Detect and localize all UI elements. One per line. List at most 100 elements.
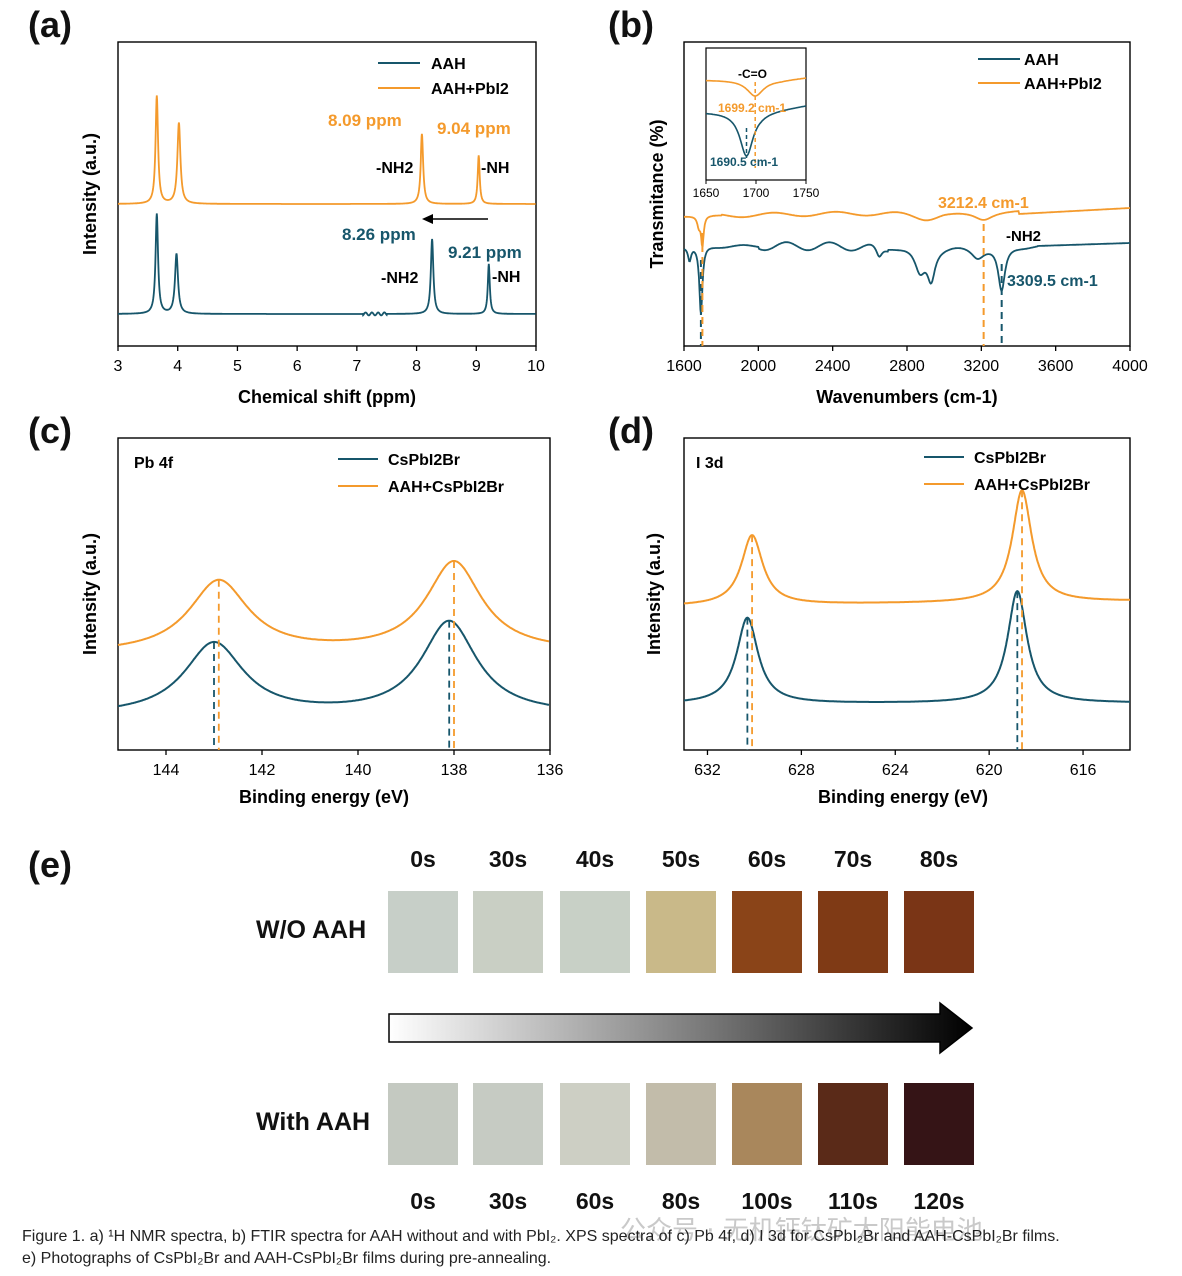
figure-caption: Figure 1. a) ¹H NMR spectra, b) FTIR spe… (22, 1226, 1172, 1270)
time-arrow (388, 1001, 974, 1055)
x-tick-label: 3 (114, 358, 123, 375)
x-axis-label-a: Chemical shift (ppm) (238, 387, 416, 407)
film-photo-with-aah (388, 1083, 458, 1165)
film-photo-without-aah (732, 891, 802, 973)
x-tick-label: 6 (293, 358, 302, 375)
time-label-bottom: 30s (488, 1188, 528, 1214)
x-tick-label: 9 (472, 358, 481, 375)
inset-tick-1700: 1700 (743, 186, 770, 200)
series-line-aah-cspbi2br (117, 560, 550, 646)
watermark-text: 公众号 · 无机钙钛矿太阳能电池 (620, 1216, 983, 1246)
time-label-bottom: 120s (913, 1188, 965, 1214)
x-tick-label: 624 (882, 762, 909, 779)
film-photo-without-aah (473, 891, 543, 973)
film-photo-with-aah (473, 1083, 543, 1165)
series-line-aah-pbi2-a (118, 95, 536, 205)
annotation-nh2-b: -NH2 (1006, 228, 1041, 245)
annotation-9-04: 9.04 ppm (437, 119, 511, 138)
x-tick-label: 7 (352, 358, 361, 375)
film-photo-without-aah (818, 891, 888, 973)
legend-label-aah-a: AAH (431, 56, 466, 73)
inset-line-aah-pbi2 (705, 77, 807, 97)
x-tick-label: 140 (345, 762, 372, 779)
time-label-top: 80s (919, 846, 959, 872)
time-label-top: 40s (575, 846, 615, 872)
series-line-aah-a (118, 213, 536, 317)
inset-tick-1650: 1650 (693, 186, 720, 200)
annotation-nh-teal: -NH (492, 269, 520, 286)
y-axis-label-b: Transmitance (%) (647, 119, 667, 268)
legend-label-cspbi2br-d: CsPbI2Br (974, 450, 1046, 467)
x-axis-label-b: Wavenumbers (cm-1) (816, 387, 997, 407)
film-photo-without-aah (904, 891, 974, 973)
legend-label-aah-b: AAH (1024, 52, 1059, 69)
x-tick-label: 142 (249, 762, 276, 779)
x-tick-label: 616 (1070, 762, 1097, 779)
time-label-bottom: 110s (828, 1188, 878, 1214)
panel-d-label: (d) (608, 410, 654, 451)
y-axis-label-c: Intensity (a.u.) (80, 533, 100, 655)
chart-c: 144 142 140 138 136 Pb 4f Binding energy (eV… (80, 437, 564, 807)
film-photo-with-aah (646, 1083, 716, 1165)
row-label-with-aah: With AAH (256, 1108, 371, 1136)
x-tick-label: 3600 (1038, 358, 1074, 375)
legend-label-pbi2-b: AAH+PbI2 (1024, 76, 1102, 93)
x-axis-label-d: Binding energy (eV) (818, 787, 988, 807)
series-line-aah-cspbi2br (684, 489, 1130, 605)
row-label-without-aah: W/O AAH (256, 916, 367, 944)
annotation-8-26: 8.26 ppm (342, 225, 416, 244)
film-photo-with-aah (904, 1083, 974, 1165)
legend-label-aah-d: AAH+CsPbI2Br (974, 477, 1090, 494)
x-tick-label: 136 (537, 762, 564, 779)
inset-line-aah (706, 105, 807, 157)
panel-a-label: (a) (28, 4, 72, 45)
chart-c-title: Pb 4f (134, 455, 174, 472)
x-tick-label: 3200 (964, 358, 1000, 375)
y-axis-label-d: Intensity (a.u.) (644, 533, 664, 655)
series-line-cspbi2br (117, 619, 550, 708)
film-photo-without-aah (560, 891, 630, 973)
x-tick-label: 620 (976, 762, 1003, 779)
annotation-nh2-teal: -NH2 (381, 270, 418, 287)
series-line-cspbi2br (684, 590, 1130, 703)
film-photo-with-aah (732, 1083, 802, 1165)
annotation-9-21: 9.21 ppm (448, 243, 522, 262)
panel-c-label: (c) (28, 410, 72, 451)
annotation-3309: 3309.5 cm-1 (1007, 273, 1098, 290)
annotation-3212: 3212.4 cm-1 (938, 195, 1029, 212)
panel-b-label: (b) (608, 4, 654, 45)
time-label-bottom: 100s (741, 1188, 793, 1214)
x-tick-label: 10 (527, 358, 545, 375)
x-tick-label: 5 (233, 358, 242, 375)
time-label-bottom: 80s (661, 1188, 701, 1214)
time-label-top: 60s (747, 846, 787, 872)
annotation-nh-orange: -NH (481, 160, 509, 177)
shift-arrow-head (422, 214, 433, 224)
panel-e-label: (e) (28, 844, 72, 885)
film-photo-with-aah (818, 1083, 888, 1165)
x-tick-label: 2800 (889, 358, 925, 375)
legend-label-pbi2-a: AAH+PbI2 (431, 81, 509, 98)
inset-b: -C=O 1699.2 cm-1 1690.5 cm-1 1650 1700 1… (693, 47, 820, 200)
x-tick-label: 1600 (666, 358, 702, 375)
x-tick-label: 8 (412, 358, 421, 375)
caption-line-2: e) Photographs of CsPbI₂Br and AAH-CsPbI… (22, 1250, 552, 1267)
chart-d-title: I 3d (696, 455, 724, 472)
inset-tick-1750: 1750 (793, 186, 820, 200)
film-photo-with-aah (560, 1083, 630, 1165)
legend-label-aah-c: AAH+CsPbI2Br (388, 479, 504, 496)
x-tick-label: 628 (788, 762, 815, 779)
series-line-aah-pbi2-b (684, 207, 1130, 248)
inset-annotation-1690: 1690.5 cm-1 (710, 155, 778, 169)
chart-d: 632 628 624 620 616 I 3d Binding energy (eV)… (644, 437, 1131, 807)
time-label-top: 0s (410, 846, 436, 872)
film-photo-without-aah (388, 891, 458, 973)
annotation-8-09: 8.09 ppm (328, 111, 402, 130)
plot-frame-c (117, 437, 551, 751)
film-photo-without-aah (646, 891, 716, 973)
time-label-top: 30s (488, 846, 528, 872)
x-tick-label: 4000 (1112, 358, 1148, 375)
time-label-bottom: 0s (410, 1188, 436, 1214)
plot-frame-a (117, 41, 537, 347)
x-tick-label: 2400 (815, 358, 851, 375)
